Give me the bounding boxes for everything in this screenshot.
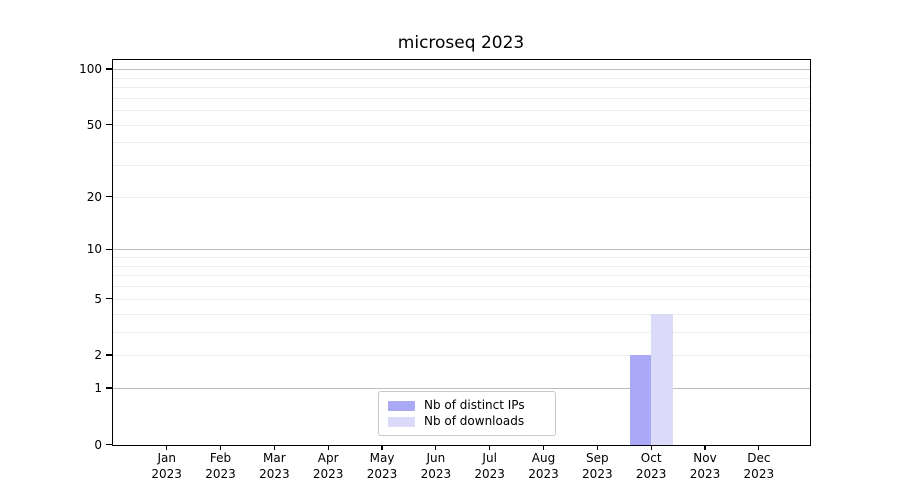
gridline-major	[113, 69, 810, 71]
y-tick-mark	[106, 387, 112, 389]
y-tick-mark	[106, 298, 112, 300]
x-tick-mark	[166, 446, 168, 450]
gridline-minor	[113, 110, 810, 112]
gridline-minor	[113, 77, 810, 79]
x-tick-mark	[435, 446, 437, 450]
y-tick-mark	[106, 123, 112, 126]
y-tick-label: 20	[86, 189, 102, 204]
gridline-minor	[113, 124, 810, 126]
gridline-minor	[113, 298, 810, 300]
y-tick-mark	[106, 196, 112, 198]
y-tick-mark	[106, 354, 112, 356]
plot-area	[112, 59, 811, 446]
gridline-major	[113, 388, 810, 390]
legend-entry-downloads: Nb of downloads	[388, 414, 546, 429]
x-tick-label: Jan 2023	[151, 451, 182, 481]
y-tick-mark	[106, 443, 112, 446]
y-tick-label: 0	[94, 437, 102, 452]
x-tick-label: Jun 2023	[420, 451, 452, 481]
x-tick-label: Dec 2023	[743, 451, 775, 481]
x-tick-label: Sep 2023	[582, 451, 613, 481]
x-tick-mark	[596, 446, 598, 450]
y-tick-label: 10	[86, 242, 102, 257]
gridline-minor	[113, 355, 810, 357]
legend-label-distinct-ips: Nb of distinct IPs	[424, 398, 525, 412]
x-tick-label: Jul 2023	[474, 451, 505, 481]
gridline-minor	[113, 257, 810, 259]
x-tick-label: Aug 2023	[528, 451, 559, 481]
legend-swatch-distinct-ips-icon	[388, 400, 415, 411]
x-tick-mark	[542, 446, 545, 450]
gridline-minor	[113, 265, 810, 267]
x-tick-label: May 2023	[366, 451, 398, 481]
x-tick-mark	[489, 446, 491, 450]
gridline-minor	[113, 286, 810, 288]
x-tick-label: Feb 2023	[205, 451, 236, 481]
gridline-minor	[113, 97, 810, 99]
gridline-major	[113, 249, 810, 251]
y-tick-label: 2	[94, 348, 102, 363]
x-tick-label: Apr 2023	[312, 451, 344, 481]
legend-swatch-downloads-icon	[388, 416, 415, 427]
x-tick-label: Mar 2023	[259, 451, 290, 481]
x-tick-label: Nov 2023	[689, 451, 721, 481]
chart-title: microseq 2023	[397, 33, 525, 53]
gridline-minor	[113, 275, 810, 277]
bar-nb-of-distinct-ips	[629, 355, 652, 445]
gridline-minor	[113, 165, 810, 167]
gridline-minor	[113, 87, 810, 88]
legend-entry-distinct-ips: Nb of distinct IPs	[388, 398, 546, 413]
y-tick-label: 50	[86, 117, 102, 132]
x-tick-mark	[273, 446, 275, 450]
x-tick-mark	[650, 446, 652, 450]
x-tick-mark	[758, 446, 760, 450]
y-tick-label: 1	[94, 381, 102, 396]
gridline-minor	[113, 196, 810, 198]
x-tick-label: Oct 2023	[635, 451, 667, 481]
y-tick-mark	[106, 68, 112, 70]
y-tick-mark	[106, 248, 112, 251]
gridline-minor	[113, 313, 810, 315]
x-tick-mark	[327, 446, 329, 450]
x-tick-mark	[381, 446, 383, 450]
legend: Nb of distinct IPs Nb of downloads	[378, 391, 556, 436]
x-tick-mark	[219, 446, 222, 450]
x-tick-mark	[704, 446, 706, 450]
gridline-minor	[113, 142, 810, 144]
legend-label-downloads: Nb of downloads	[424, 414, 525, 428]
y-tick-label: 5	[94, 291, 102, 306]
y-tick-label: 100	[79, 62, 102, 77]
gridline-minor	[113, 331, 810, 333]
bar-nb-of-downloads	[651, 313, 673, 445]
